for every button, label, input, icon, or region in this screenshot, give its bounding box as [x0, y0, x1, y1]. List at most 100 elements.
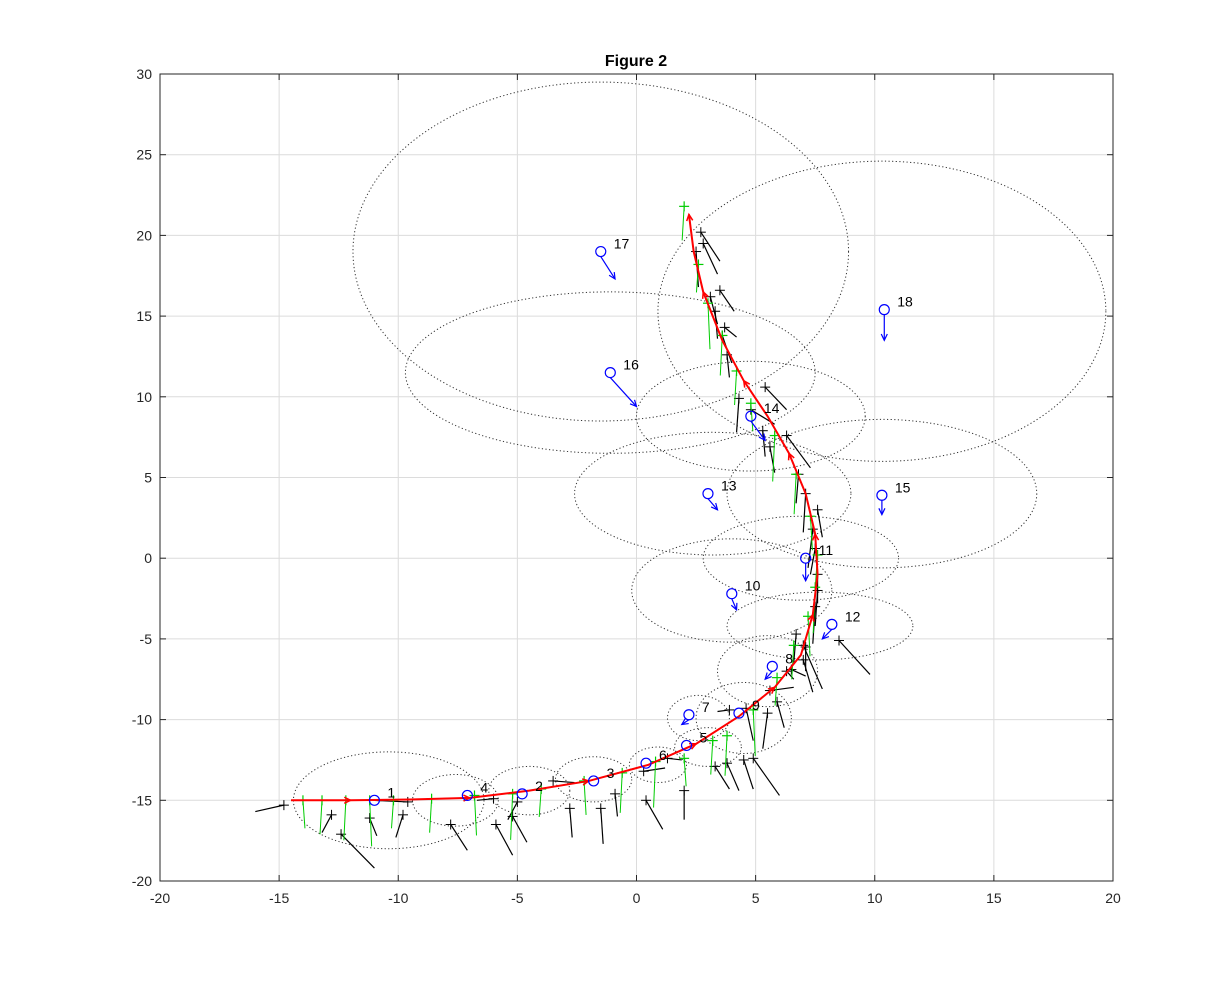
- landmark-label: 2: [535, 778, 543, 794]
- landmark-arrow-head: [629, 399, 638, 408]
- landmark-circle: [461, 789, 473, 802]
- measurement-heading-line: [719, 335, 723, 376]
- landmark-label: 3: [607, 765, 615, 781]
- landmark-label: 13: [721, 478, 737, 494]
- odometry-heading-line: [340, 833, 375, 869]
- landmark-arrow-shaft: [600, 256, 616, 280]
- uncertainty-ellipse: [657, 160, 1107, 462]
- odometry-heading-line: [838, 640, 871, 675]
- odometry-heading-line: [719, 289, 735, 312]
- odometry-heading-line: [717, 709, 730, 713]
- odometry-heading-line: [643, 767, 666, 772]
- odometry-heading-line: [809, 548, 816, 575]
- path-arrowhead: [811, 532, 820, 541]
- odometry-heading-line: [724, 326, 737, 338]
- measurement-heading-line: [734, 370, 738, 406]
- landmark-circle: [368, 794, 381, 806]
- measurement-heading-line: [791, 645, 795, 680]
- measurement-heading-line: [681, 206, 685, 241]
- x-axis-ticks: -20 -15 -10 -5 0 5 10 15 20: [150, 74, 1121, 906]
- y-tick-label: 30: [136, 66, 152, 82]
- uncertainty-ellipse: [628, 746, 688, 784]
- landmark-label: 8: [785, 650, 793, 666]
- landmark-arrow-head: [710, 502, 719, 511]
- x-tick-label: 5: [752, 890, 760, 906]
- measurement-heading-line: [619, 772, 623, 813]
- odometry-heading-line: [786, 435, 811, 469]
- odometry-heading-line: [726, 354, 731, 378]
- measurement-heading-line: [774, 677, 778, 706]
- landmark-label: 16: [623, 357, 639, 373]
- odometry-heading-line: [764, 386, 788, 411]
- x-tick-label: 10: [867, 890, 883, 906]
- measurement-heading-line: [583, 780, 587, 815]
- y-tick-label: 5: [144, 470, 152, 486]
- landmark-label: 7: [702, 699, 710, 715]
- odometry-heading-line: [795, 474, 800, 504]
- landmark-arrow-shaft: [750, 420, 766, 441]
- measurement-heading-line: [429, 798, 433, 833]
- odometry-heading-line: [645, 800, 664, 830]
- measurement-heading-line: [538, 788, 542, 818]
- x-tick-label: 20: [1105, 890, 1121, 906]
- landmark-circle: [640, 757, 652, 769]
- landmark-arrow-head: [802, 574, 810, 583]
- landmark-arrow-head: [608, 271, 616, 281]
- odometry-heading-line: [762, 430, 766, 457]
- odometry-heading-line: [762, 713, 769, 749]
- odometry-heading-line: [802, 493, 807, 533]
- measurement-heading-line: [752, 709, 756, 756]
- odometry-heading-line: [255, 804, 285, 813]
- y-tick-label: -20: [132, 873, 152, 889]
- measurement-heading-line: [473, 795, 477, 836]
- landmark-arrow-head: [880, 333, 888, 342]
- odometry-heading-line: [793, 634, 797, 664]
- measurement-heading-line: [369, 800, 373, 847]
- odometry-heading-line: [450, 824, 468, 851]
- landmark-label: 15: [895, 479, 911, 495]
- measurement-heading-line: [653, 761, 657, 808]
- uncertainty-ellipse: [702, 515, 900, 601]
- odometry-heading-line: [709, 296, 719, 325]
- landmark-label: 4: [480, 779, 488, 795]
- x-tick-label: 0: [633, 890, 641, 906]
- measurement-heading-line: [772, 435, 776, 482]
- y-tick-label: 25: [136, 147, 152, 163]
- landmark-arrow-shaft: [764, 670, 773, 680]
- estimated-path: [291, 212, 820, 805]
- y-tick-label: 10: [136, 389, 152, 405]
- path-arrowhead: [685, 212, 694, 222]
- measurement-heading-line: [724, 735, 728, 776]
- landmark-label: 17: [614, 236, 630, 252]
- landmark-label: 18: [897, 294, 913, 310]
- x-tick-label: -20: [150, 890, 170, 906]
- measurement-heading-line: [807, 616, 811, 657]
- path-arrowhead: [767, 686, 777, 694]
- landmark-arrow-head: [758, 433, 766, 442]
- measurement-heading-line: [390, 800, 394, 829]
- landmark-label: 10: [745, 578, 761, 594]
- odometry-heading-line: [395, 814, 404, 838]
- x-tick-label: -15: [269, 890, 289, 906]
- measurement-heading-line: [793, 474, 797, 515]
- estimated-path-line: [291, 214, 819, 802]
- measurement-heading-line: [750, 403, 754, 432]
- path-arrowhead: [807, 613, 815, 622]
- landmark-arrow-head: [680, 718, 689, 726]
- uncertainty-ellipses: [292, 81, 1107, 850]
- path-arrowhead: [701, 290, 709, 299]
- y-tick-label: 20: [136, 227, 152, 243]
- odometry-heading-line: [495, 824, 514, 856]
- y-tick-label: 15: [136, 308, 152, 324]
- landmark-circle: [595, 245, 607, 258]
- landmark-arrow-shaft: [821, 628, 833, 640]
- landmark-label: 1: [387, 784, 395, 800]
- odometry-heading-line: [816, 509, 823, 538]
- uncertainty-ellipse: [674, 727, 742, 767]
- odometry-heading-line: [776, 701, 785, 728]
- y-tick-label: 0: [144, 550, 152, 566]
- measurement-heading-line: [809, 516, 813, 551]
- odometry-heading-line: [802, 645, 823, 690]
